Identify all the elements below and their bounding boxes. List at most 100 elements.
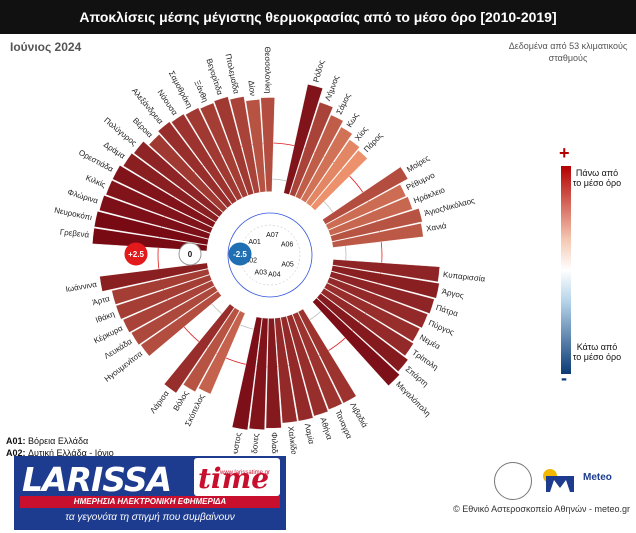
logo-tagline: τα γεγονότα τη στιγμή που συμβαίνουν	[65, 512, 235, 523]
region-legend-a01: A01: Βόρεια Ελλάδα	[6, 436, 88, 446]
observatory-seal-icon	[494, 462, 532, 500]
region-label: A05	[281, 261, 294, 268]
station-label: Λιβαδιά	[348, 401, 369, 429]
bar	[198, 310, 246, 395]
station-label: Δράμα	[102, 140, 127, 161]
bar	[133, 141, 224, 218]
station-label: Ξάνθη	[192, 79, 209, 103]
region-label: A01	[248, 239, 261, 246]
station-label: Κυπαρισσία	[443, 270, 486, 284]
bar	[316, 292, 409, 372]
bar	[157, 121, 233, 209]
colorbar-top-label: Πάνω από το μέσο όρο	[572, 168, 622, 188]
bar	[213, 96, 254, 196]
bar	[245, 99, 266, 193]
bar	[260, 97, 275, 192]
region-label: A03	[255, 270, 268, 277]
bar	[329, 271, 435, 314]
bar	[297, 308, 357, 404]
bar	[111, 268, 210, 305]
station-label: Βέροια	[131, 116, 155, 140]
bar	[122, 280, 215, 333]
larissatime-logo[interactable]: LARISSA time www.larissatime.gr ΗΜΕΡΗΣΙΑ…	[14, 456, 286, 530]
station-label: Φλώρινα	[66, 188, 99, 206]
station-label: Φυλακοπηλάδονες	[247, 433, 261, 454]
logo-url: www.larissatime.gr	[220, 470, 271, 476]
bar	[148, 134, 228, 213]
station-label: Θεσσαλονίκη	[263, 47, 273, 94]
station-label: Ηράκλειο	[412, 185, 446, 205]
bar	[312, 297, 400, 387]
bar	[274, 317, 298, 424]
bar	[322, 166, 409, 225]
region-label: A07	[266, 232, 279, 239]
ref-marker	[178, 242, 202, 266]
bar	[265, 317, 282, 429]
chart-title: Αποκλίσεις μέσης μέγιστης θερμοκρασίας α…	[0, 0, 636, 34]
bar	[99, 262, 209, 292]
colorbar	[561, 166, 571, 374]
region-legend-code: A01:	[6, 436, 26, 446]
bar	[289, 101, 334, 198]
bar	[280, 315, 314, 422]
station-label: Χαλκίδα	[286, 426, 298, 454]
bar	[105, 180, 214, 234]
polar-bar-chart: ΓρεβενάΝευροκόπιΦλώριναΚιλκίςΟρεστιάδαΔρ…	[53, 47, 486, 454]
station-label: Καρυστος	[228, 432, 243, 454]
bar	[328, 196, 413, 236]
region-ring	[239, 224, 301, 286]
bar	[320, 287, 414, 357]
credit-text: © Εθνικό Αστεροσκοπείο Αθηνών - meteo.gr	[453, 504, 630, 514]
ref-circle-negative-inner	[227, 212, 313, 298]
station-label: Χίος	[353, 125, 370, 143]
bar	[130, 285, 219, 346]
station-label: Γρεβενά	[59, 228, 89, 240]
station-label: Χανιά	[426, 221, 448, 233]
station-label: Ταναγρα	[333, 409, 353, 441]
station-label: Κως	[345, 111, 361, 129]
region-label: A06	[281, 241, 294, 248]
bar	[163, 303, 235, 394]
bar	[310, 149, 368, 211]
station-label: Άργος	[441, 287, 465, 300]
station-label: Λαμία	[303, 423, 316, 446]
bar	[286, 314, 329, 417]
bar	[283, 84, 324, 195]
logo-time-box: time	[194, 458, 280, 496]
station-label: Λήμνος	[323, 74, 341, 102]
station-label: Βεγορίτιδα	[204, 57, 224, 96]
bar	[248, 317, 269, 430]
bar	[325, 184, 407, 231]
bar	[300, 126, 353, 203]
bar	[305, 139, 360, 207]
colorbar-plus: +	[559, 143, 570, 163]
data-note: Δεδομένα από 53 κλιματικούς σταθμούς	[508, 41, 628, 63]
region-legend-a02: A02: Δυτική Ελλάδα - Ιόνιο	[6, 448, 114, 458]
bar	[323, 282, 421, 342]
colorbar-minus: -	[561, 368, 567, 388]
station-label: Φιλαδέλφεια	[270, 432, 280, 454]
bar	[182, 307, 240, 393]
meteo-logo-icon	[543, 469, 574, 492]
bar	[330, 208, 423, 242]
region-legend-code: A02:	[6, 448, 26, 458]
station-label: Αθήνα	[318, 416, 334, 441]
logo-time-text: time	[198, 462, 270, 495]
bar	[332, 259, 440, 283]
bar	[199, 102, 249, 199]
ref-marker	[228, 242, 252, 266]
station-label: Άρτα	[91, 294, 111, 307]
station-label: Πάτρα	[435, 303, 460, 319]
bar	[331, 223, 424, 248]
region-label: A02	[245, 258, 258, 265]
region-legend-name: Δυτική Ελλάδα - Ιόνιο	[28, 448, 114, 458]
station-label: Λάρισα	[148, 389, 171, 415]
station-label: Ιωάννινα	[65, 280, 98, 294]
region-label: A04	[268, 271, 281, 278]
bar	[185, 107, 243, 202]
bar	[140, 290, 222, 357]
inner-disk	[207, 192, 333, 318]
bar	[326, 277, 429, 329]
region-legend-name: Βόρεια Ελλάδα	[28, 436, 89, 446]
ref-marker-label: 0	[188, 250, 193, 259]
